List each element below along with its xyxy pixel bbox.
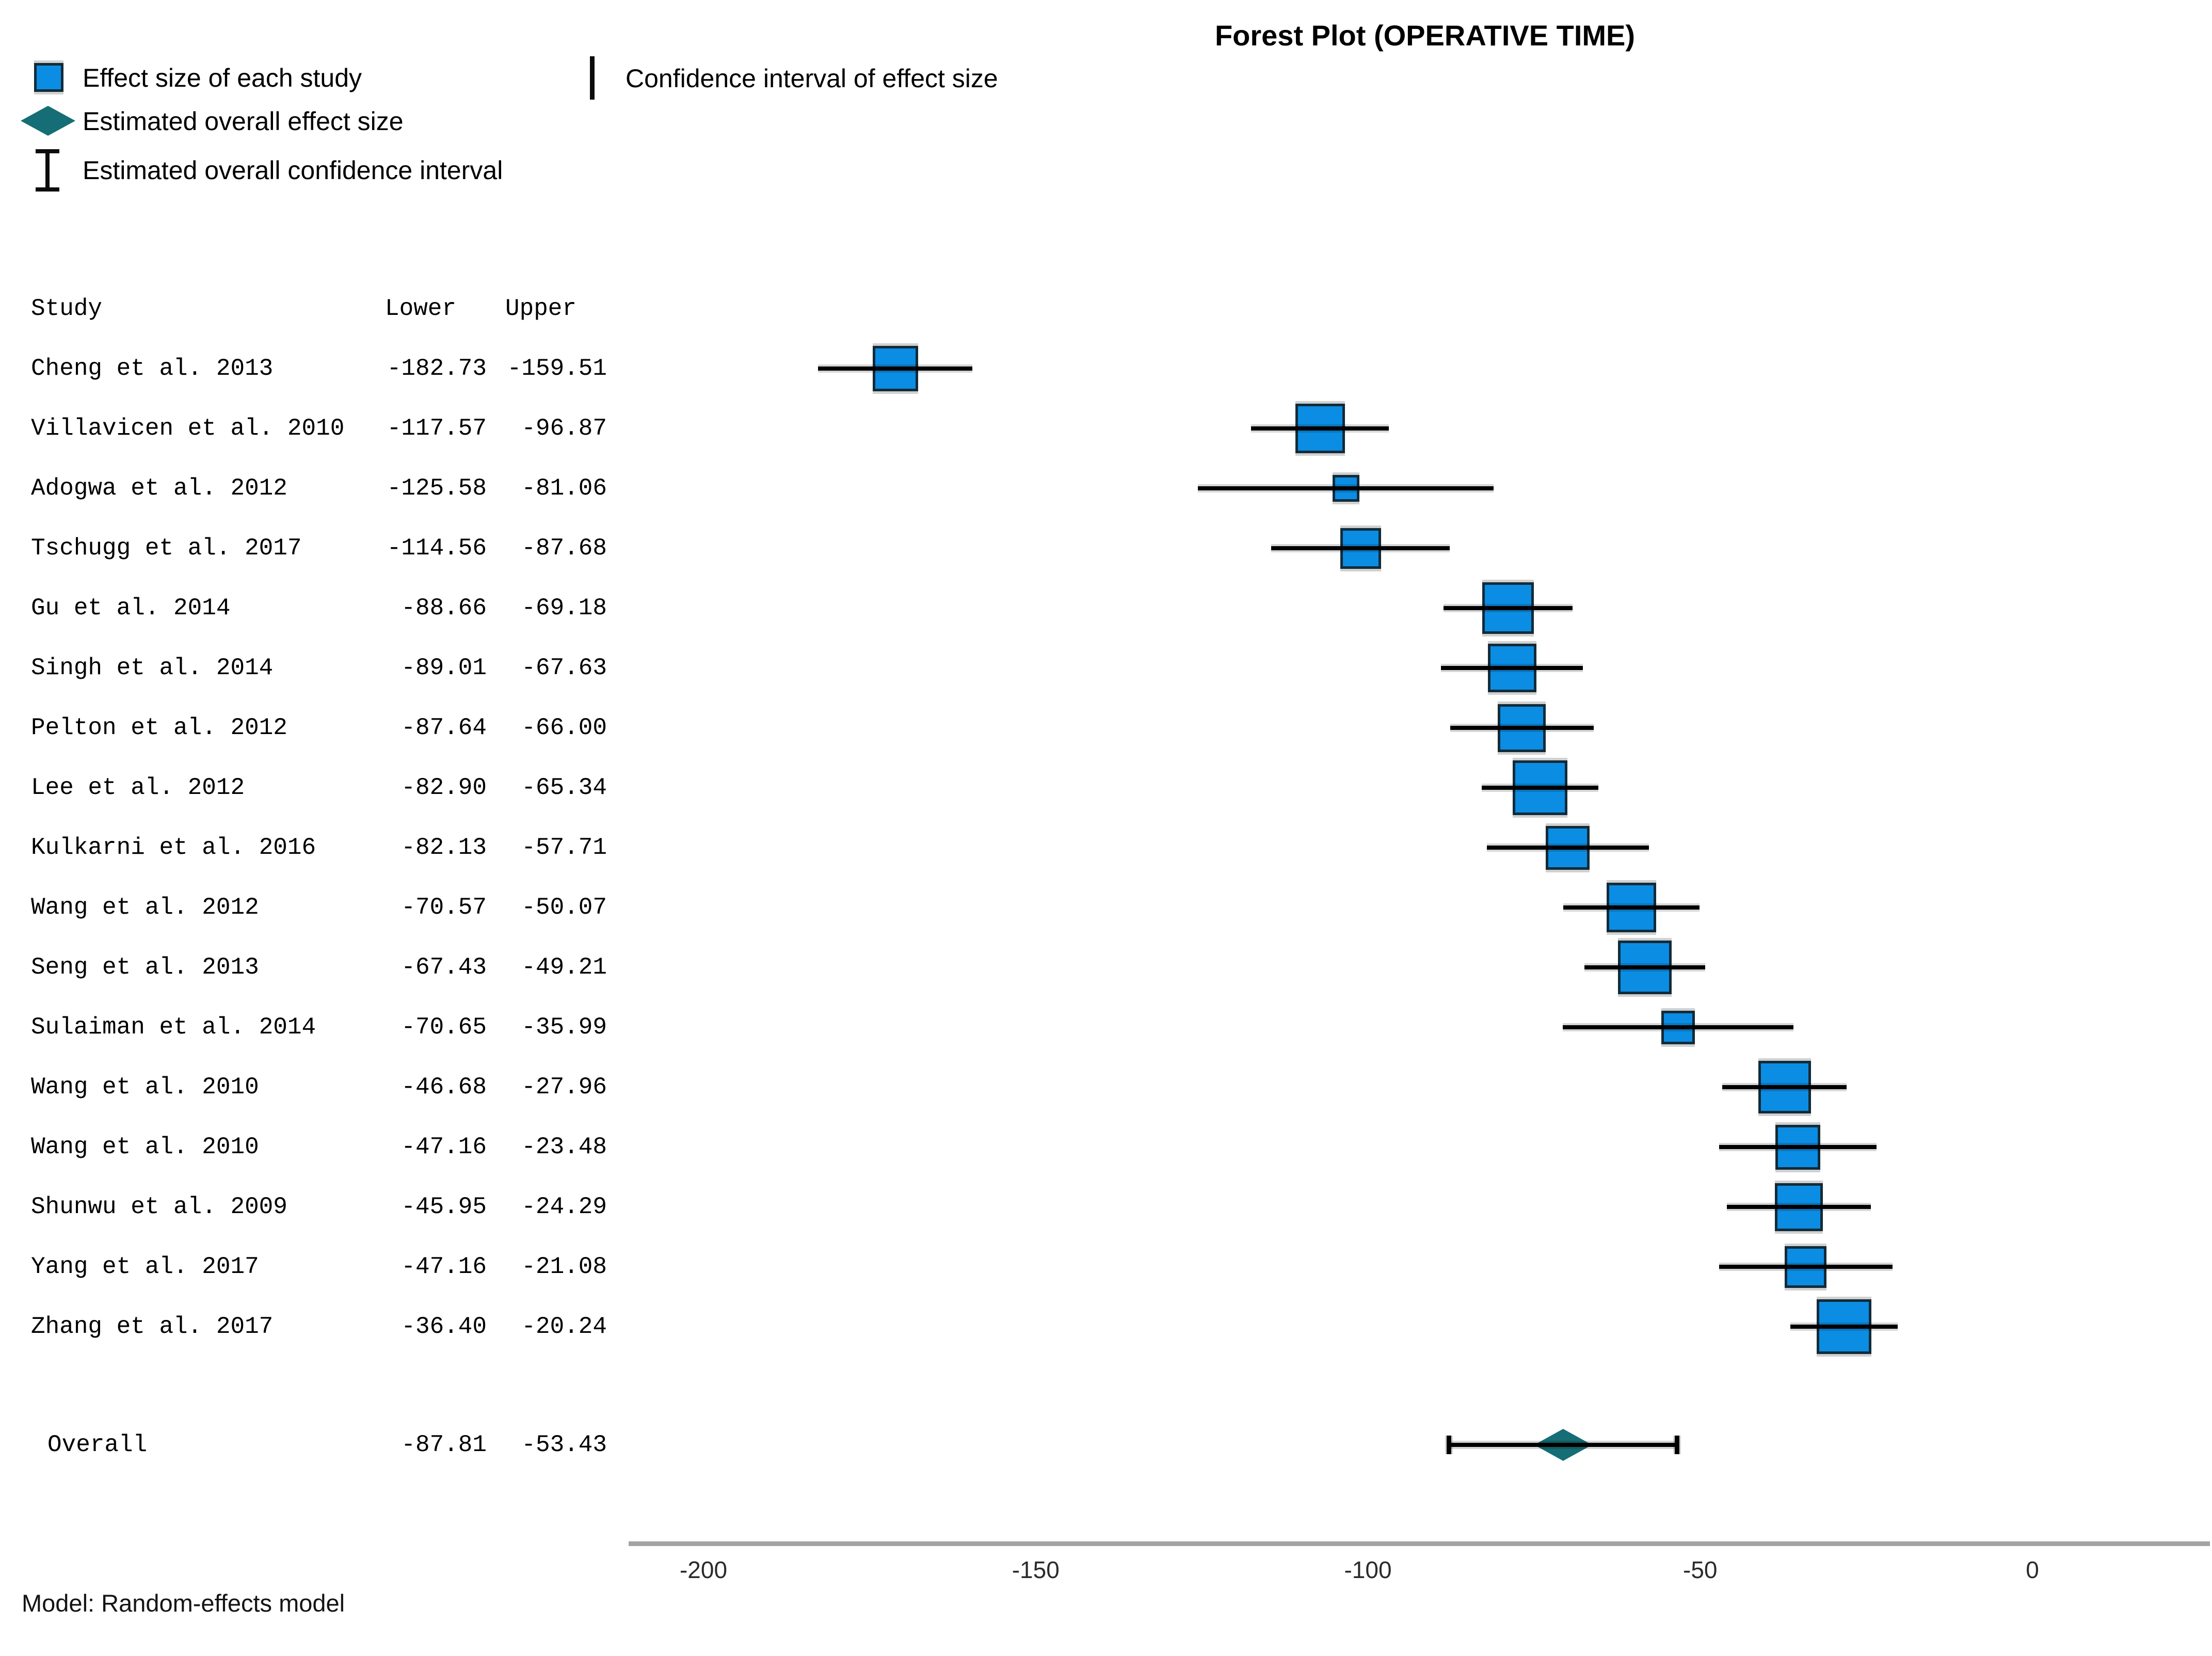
study-upper: -159.51 <box>507 355 607 382</box>
ci-line <box>1563 905 1700 910</box>
study-name: Cheng et al. 2013 <box>31 355 274 382</box>
ci-line <box>1486 846 1649 850</box>
x-tick-label: -100 <box>1344 1556 1392 1583</box>
study-upper: -87.68 <box>521 535 607 562</box>
study-upper: -24.29 <box>521 1193 607 1220</box>
chart-title: Forest Plot (OPERATIVE TIME) <box>1214 19 1636 52</box>
study-lower: -87.64 <box>401 714 487 741</box>
study-name: Gu et al. 2014 <box>31 595 231 622</box>
study-lower: -70.65 <box>401 1014 487 1041</box>
column-header-study: Study <box>31 295 103 322</box>
study-name: Yang et al. 2017 <box>31 1253 259 1280</box>
study-upper: -53.43 <box>521 1431 607 1458</box>
study-name: Adogwa et al. 2012 <box>31 475 287 502</box>
x-tick-label: -150 <box>1012 1556 1060 1583</box>
study-upper: -65.34 <box>521 774 607 801</box>
ci-line <box>1481 786 1598 790</box>
study-upper: -23.48 <box>521 1134 607 1160</box>
study-lower: -45.95 <box>401 1193 487 1220</box>
study-upper: -57.71 <box>521 834 607 861</box>
column-header-lower: Lower <box>384 295 457 322</box>
study-name: Seng et al. 2013 <box>31 954 259 981</box>
overall-ci-line <box>1449 1443 1678 1447</box>
study-name: Wang et al. 2012 <box>31 894 259 921</box>
x-tick-label: -50 <box>1683 1556 1718 1583</box>
study-name: Singh et al. 2014 <box>31 655 274 681</box>
ci-line <box>1727 1205 1871 1209</box>
ci-line <box>1790 1325 1898 1329</box>
ci-line <box>1584 965 1706 969</box>
study-name: Wang et al. 2010 <box>31 1074 259 1101</box>
study-lower: -182.73 <box>387 355 487 382</box>
effect-square-legend-icon <box>34 63 63 92</box>
study-name: Lee et al. 2012 <box>31 774 245 801</box>
ci-line <box>1443 606 1573 610</box>
study-lower: -47.16 <box>401 1134 487 1160</box>
study-lower: -117.57 <box>387 415 487 442</box>
study-name: Shunwu et al. 2009 <box>31 1193 287 1220</box>
study-upper: -96.87 <box>521 415 607 442</box>
ci-line <box>1719 1145 1877 1149</box>
study-upper: -67.63 <box>521 655 607 681</box>
overall-ci-cap-right <box>1675 1436 1680 1454</box>
study-upper: -49.21 <box>521 954 607 981</box>
x-axis-line <box>629 1541 2210 1546</box>
study-upper: -66.00 <box>521 714 607 741</box>
study-lower: -36.40 <box>401 1313 487 1340</box>
study-lower: -82.90 <box>401 774 487 801</box>
x-tick-label: -200 <box>679 1556 728 1583</box>
study-lower: -89.01 <box>401 655 487 681</box>
ci-line <box>1271 546 1450 550</box>
study-lower: -125.58 <box>387 475 487 502</box>
study-name: Villavicen et al. 2010 <box>31 415 345 442</box>
study-lower: -46.68 <box>401 1074 487 1101</box>
study-name: Sulaiman et al. 2014 <box>31 1014 316 1041</box>
column-header-upper: Upper <box>505 295 577 322</box>
ci-line-legend-icon <box>590 56 595 100</box>
study-upper: -35.99 <box>521 1014 607 1041</box>
model-note: Model: Random-effects model <box>22 1589 345 1617</box>
study-lower: -114.56 <box>387 535 487 562</box>
legend-label-ci: Confidence interval of effect size <box>626 64 998 93</box>
study-upper: -50.07 <box>521 894 607 921</box>
ci-line <box>818 367 973 371</box>
study-upper: -81.06 <box>521 475 607 502</box>
study-lower: -87.81 <box>401 1431 487 1458</box>
study-name: Wang et al. 2010 <box>31 1134 259 1160</box>
study-upper: -27.96 <box>521 1074 607 1101</box>
ci-line <box>1722 1085 1847 1089</box>
ci-line <box>1198 486 1494 490</box>
study-lower: -67.43 <box>401 954 487 981</box>
study-lower: -70.57 <box>401 894 487 921</box>
study-upper: -21.08 <box>521 1253 607 1280</box>
study-name: Pelton et al. 2012 <box>31 714 287 741</box>
legend-label-effect-size: Effect size of each study <box>83 63 362 92</box>
study-lower: -88.66 <box>401 595 487 622</box>
study-name: Tschugg et al. 2017 <box>31 535 302 562</box>
ci-line <box>1563 1025 1793 1029</box>
ci-line <box>1251 426 1389 431</box>
study-upper: -69.18 <box>521 595 607 622</box>
study-upper: -20.24 <box>521 1313 607 1340</box>
legend-label-overall-ci: Estimated overall confidence interval <box>83 156 503 185</box>
study-lower: -82.13 <box>401 834 487 861</box>
study-name: Overall <box>47 1431 148 1458</box>
overall-ci-cap-left <box>1447 1436 1452 1454</box>
study-name: Kulkarni et al. 2016 <box>31 834 316 861</box>
ci-line <box>1450 726 1594 730</box>
study-lower: -47.16 <box>401 1253 487 1280</box>
study-name: Zhang et al. 2017 <box>31 1313 274 1340</box>
overall-ci-ibeam-legend-icon <box>36 149 59 192</box>
legend-label-overall-effect: Estimated overall effect size <box>83 107 404 136</box>
ci-line <box>1719 1265 1893 1269</box>
ci-line <box>1440 666 1583 670</box>
x-tick-label: 0 <box>2026 1556 2039 1583</box>
